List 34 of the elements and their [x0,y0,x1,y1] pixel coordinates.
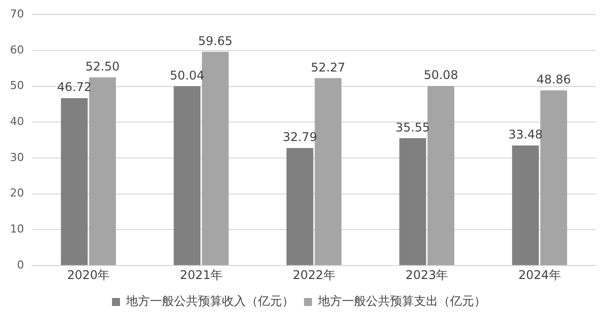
y-tick-label: 50 [10,79,24,92]
bar [314,78,342,266]
x-tick-label: 2024年 [518,268,561,282]
y-tick-label: 40 [10,115,24,128]
text: 46.72 [57,80,92,94]
text: 59.65 [198,34,232,48]
y-tick-label: 70 [10,7,24,20]
bar [286,148,314,266]
bar [89,77,116,266]
text: 52.50 [85,59,120,74]
legend-label: 地方一般公共预算支出（亿元） [317,294,486,308]
text: 50.04 [170,68,204,82]
bar [540,90,568,266]
y-tick-label: 0 [16,258,24,272]
x-tick-label: 2023年 [406,268,448,282]
y-tick-label: 30 [10,150,24,164]
bar [399,138,426,266]
y-tick-label: 20 [10,186,24,200]
text: 48.86 [536,72,571,87]
text: 35.55 [396,120,430,134]
text: 33.48 [508,128,543,142]
x-tick-label: 2022年 [292,268,336,282]
y-tick-label: 60 [10,43,24,56]
x-tick-label: 2020年 [67,268,110,282]
y-tick-label: 10 [10,222,24,236]
x-tick-label: 2021年 [180,268,222,282]
legend-label: 地方一般公共预算收入（亿元） [125,294,294,308]
bar [60,98,88,266]
bar [174,86,200,266]
text: 32.79 [282,130,318,144]
text: 50.08 [424,68,458,82]
bar [512,146,539,266]
text: 52.27 [310,60,346,74]
bar [428,86,454,266]
